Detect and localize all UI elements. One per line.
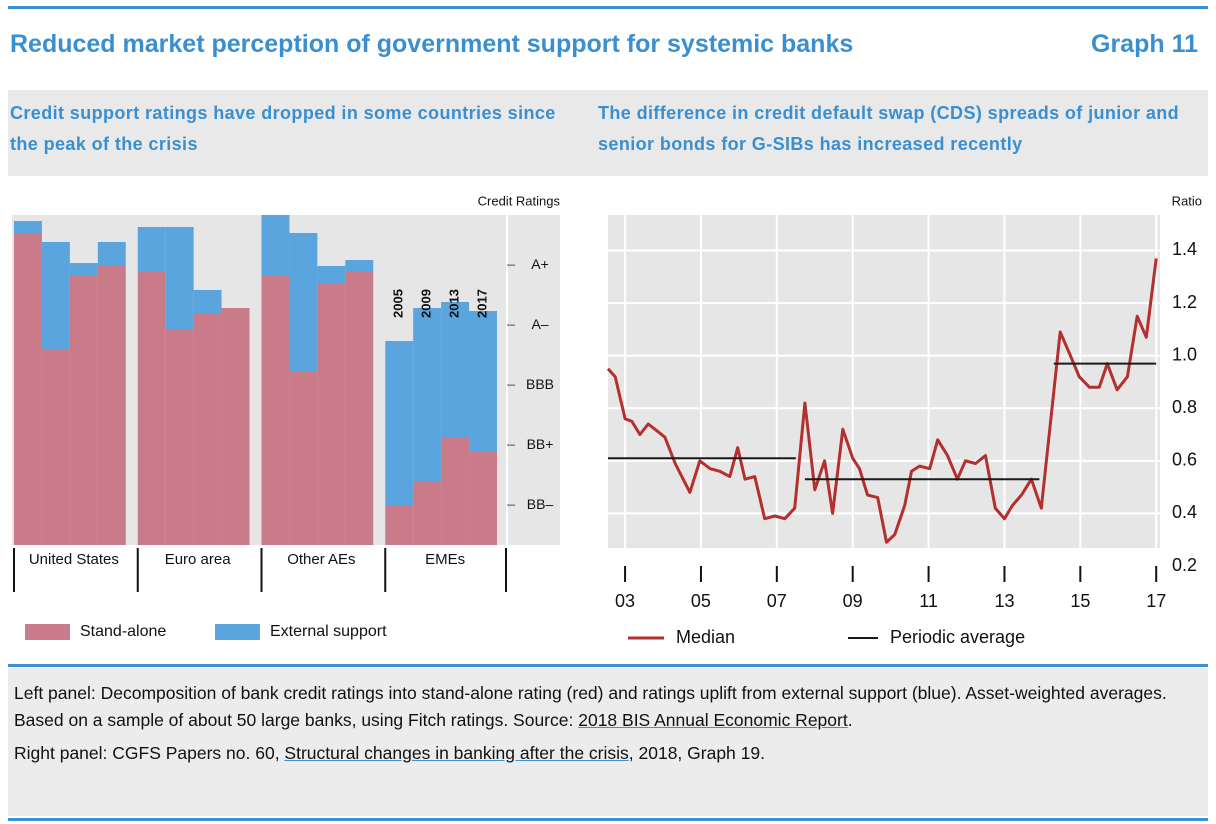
bar-segment: [261, 215, 290, 275]
y-tick-label: A+: [531, 256, 549, 272]
bar-segment: [165, 227, 194, 329]
graph-number: Graph 11: [1091, 30, 1198, 58]
y-tick-label: 0.4: [1172, 502, 1197, 522]
bar-segment: [14, 221, 42, 233]
bar-segment: [69, 263, 98, 275]
bar-segment: [317, 266, 346, 284]
x-tick-label: 15: [1070, 591, 1090, 611]
legend-swatch: [25, 624, 70, 640]
bar-segment: [97, 266, 126, 545]
bar-segment: [289, 371, 318, 545]
bar-segment: [261, 275, 290, 545]
x-tick-label: 11: [919, 591, 938, 611]
x-tick-label: 09: [843, 591, 863, 611]
group-label: Euro area: [164, 551, 231, 568]
bar-segment: [441, 437, 470, 545]
legend-label: Periodic average: [890, 627, 1025, 647]
note: Right panel: CGFS Papers no. 60, Structu…: [8, 740, 1208, 767]
y-tick-label: BB–: [527, 496, 554, 512]
group-label: EMEs: [425, 551, 466, 568]
subtitle-band: [8, 90, 1208, 176]
bar-segment: [469, 452, 497, 545]
note-link[interactable]: Structural changes in banking after the …: [284, 743, 629, 763]
note-text: .: [847, 710, 853, 730]
bar-segment: [385, 506, 414, 545]
left-subtitle: Credit support ratings have dropped in s…: [10, 103, 556, 154]
bar-segment: [69, 275, 98, 545]
bar-segment: [413, 308, 442, 482]
x-tick-label: 07: [767, 591, 787, 611]
y-axis-label: Ratio: [1172, 193, 1202, 208]
note-text: Left panel: Decomposition of bank credit…: [14, 683, 1167, 730]
bar-segment: [137, 227, 166, 272]
right-subtitle: The difference in credit default swap (C…: [598, 103, 1180, 154]
y-tick-label: 1.0: [1172, 344, 1197, 364]
bar-segment: [317, 284, 346, 545]
bar-segment: [193, 290, 222, 314]
bar-segment: [137, 272, 166, 545]
x-tick-label: 03: [615, 591, 635, 611]
legend-label: Stand-alone: [80, 623, 166, 640]
average-line: [608, 362, 1157, 481]
year-label: 2009: [419, 289, 434, 318]
y-tick-label: BB+: [527, 436, 554, 452]
year-label: 2017: [474, 289, 489, 318]
bottom-rule: [8, 818, 1208, 821]
y-tick-label: 1.2: [1172, 292, 1197, 312]
bar-segment: [345, 272, 374, 545]
median-line: [606, 258, 1158, 544]
y-axis-label: Credit Ratings: [478, 193, 561, 208]
top-rule: [8, 6, 1208, 9]
y-tick-label: A–: [531, 316, 548, 332]
y-tick-label: 0.6: [1172, 450, 1197, 470]
year-label: 2005: [391, 289, 406, 318]
title: Reduced market perception of government …: [10, 30, 854, 58]
y-tick-label: 1.4: [1172, 239, 1197, 259]
note-text: Right panel: CGFS Papers no. 60,: [14, 743, 285, 763]
bar-segment: [14, 233, 42, 545]
notes: Left panel: Decomposition of bank credit…: [8, 668, 1208, 816]
x-tick-label: 13: [994, 591, 1014, 611]
y-tick-label: BBB: [526, 376, 554, 392]
bar-segment: [165, 329, 194, 545]
bar-segment: [289, 233, 318, 371]
group-label: United States: [28, 551, 119, 568]
bar-segment: [385, 341, 414, 506]
note: Left panel: Decomposition of bank credit…: [8, 668, 1208, 734]
group-label: Other AEs: [287, 551, 356, 568]
x-tick-label: 17: [1146, 591, 1166, 611]
notes-rule: [8, 664, 1208, 667]
y-tick-label: 0.2: [1172, 555, 1197, 575]
legend-label: Median: [676, 627, 735, 647]
bar-segment: [345, 260, 374, 272]
legend-label: External support: [270, 623, 387, 640]
bar-segment: [441, 302, 470, 437]
plot-background: [608, 215, 1160, 548]
bar-segment: [221, 308, 250, 545]
bar-segment: [41, 350, 70, 545]
year-label: 2013: [447, 289, 462, 318]
x-tick-label: 05: [691, 591, 711, 611]
bar-segment: [41, 242, 70, 350]
bar-segment: [413, 482, 442, 545]
note-text: , 2018, Graph 19.: [628, 743, 765, 763]
legend-swatch: [215, 624, 260, 640]
bar-segment: [193, 314, 222, 545]
note-link[interactable]: 2018 BIS Annual Economic Report: [578, 710, 848, 730]
y-tick-label: 0.8: [1172, 397, 1197, 417]
bar-segment: [469, 311, 497, 452]
bar-segment: [97, 242, 126, 266]
